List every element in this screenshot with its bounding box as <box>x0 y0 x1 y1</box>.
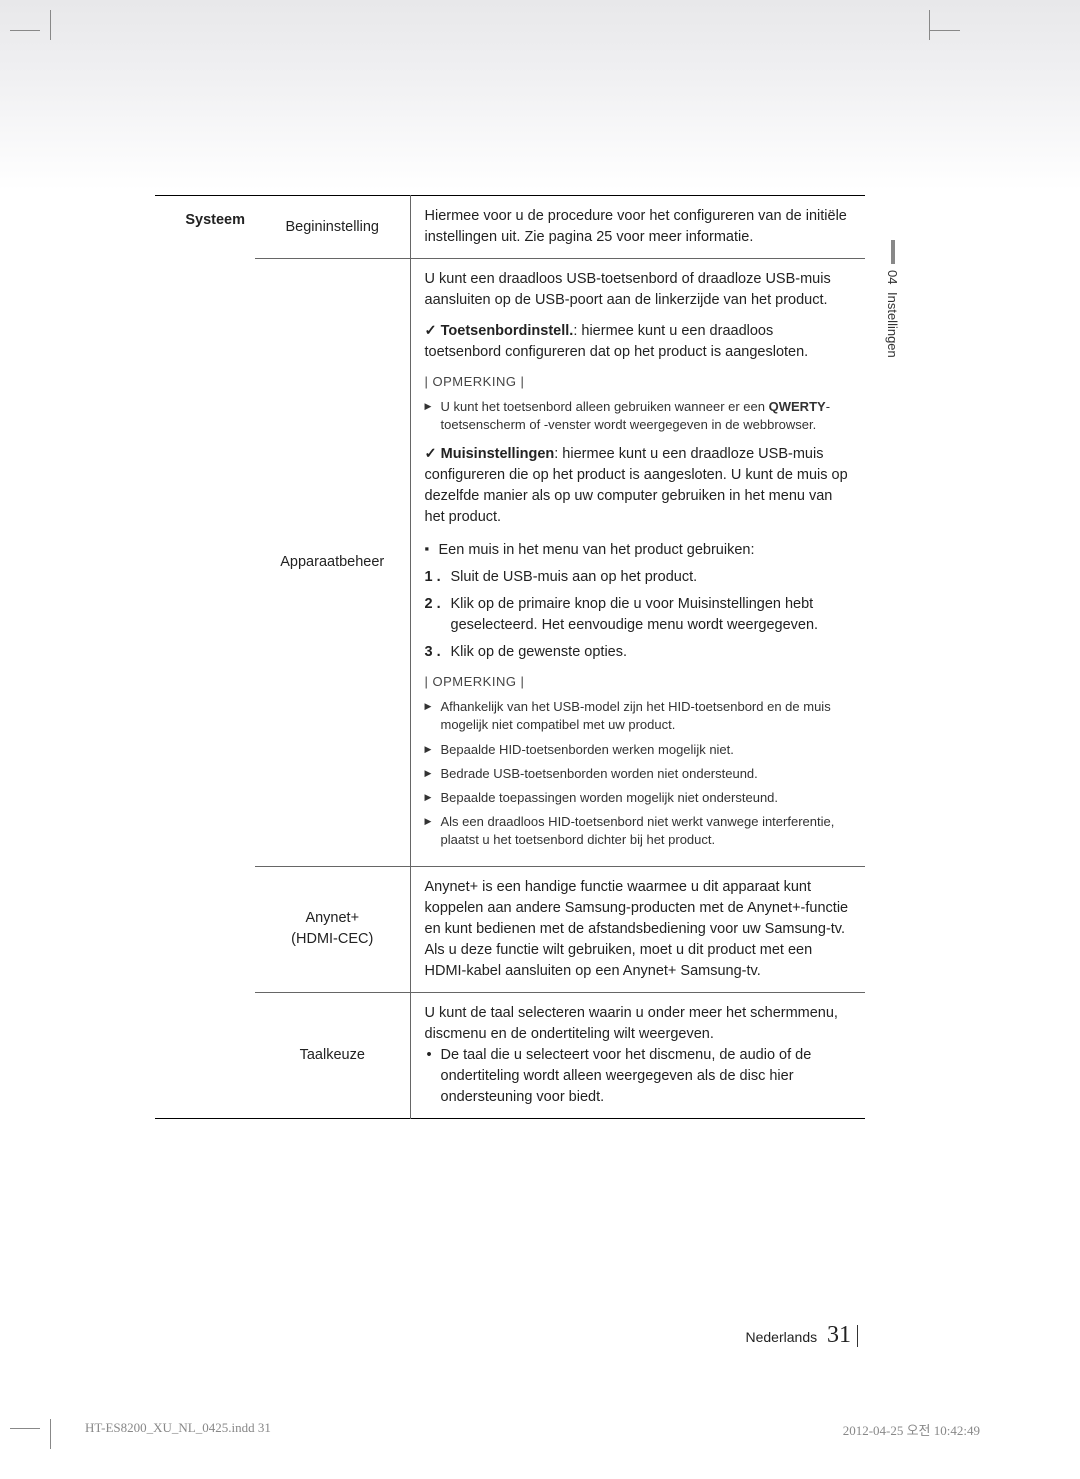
note-list: Afhankelijk van het USB-model zijn het H… <box>425 698 852 849</box>
setting-description: Hiermee voor u de procedure voor het con… <box>410 196 865 259</box>
sub-heading: Een muis in het menu van het product geb… <box>425 540 852 561</box>
table-row: Anynet+ (HDMI-CEC) Anynet+ is een handig… <box>155 866 865 992</box>
check-item: ✓Muisinstellingen: hiermee kunt u een dr… <box>425 444 852 528</box>
note-item: U kunt het toetsenbord alleen gebruiken … <box>425 398 852 434</box>
table-row: Apparaatbeheer U kunt een draadloos USB-… <box>155 259 865 867</box>
chapter-label: Instellingen <box>885 292 900 358</box>
table-row: Taalkeuze U kunt de taal selecteren waar… <box>155 992 865 1118</box>
side-tab: 04 Instellingen <box>885 240 900 358</box>
note-list: U kunt het toetsenbord alleen gebruiken … <box>425 398 852 434</box>
note-item: Als een draadloos HID-toetsenbord niet w… <box>425 813 852 849</box>
intro-text: U kunt een draadloos USB-toetsenbord of … <box>425 269 852 311</box>
note-item: Bepaalde HID-toetsenborden werken mogeli… <box>425 741 852 759</box>
step-item: 1 .Sluit de USB-muis aan op het product. <box>425 567 852 588</box>
category-label: Systeem <box>155 196 255 1119</box>
setting-label: Anynet+ (HDMI-CEC) <box>255 866 410 992</box>
crop-mark <box>20 20 70 70</box>
print-timestamp: 2012-04-25 오전 10:42:49 <box>843 1420 980 1439</box>
crop-mark <box>870 20 920 70</box>
check-label-bold: Muisinstellingen <box>441 446 555 462</box>
settings-table: Systeem Begininstelling Hiermee voor u d… <box>155 195 865 1119</box>
crop-mark <box>20 1389 70 1439</box>
numbered-list: 1 .Sluit de USB-muis aan op het product.… <box>425 567 852 663</box>
setting-label: Begininstelling <box>255 196 410 259</box>
note-heading: | OPMERKING | <box>425 373 852 392</box>
page-footer: Nederlands 31 <box>0 1322 1080 1349</box>
note-item: Bedrade USB-toetsenborden worden niet on… <box>425 765 852 783</box>
check-item: ✓Toetsenbordinstell.: hiermee kunt u een… <box>425 321 852 363</box>
step-item: 2 .Klik op de primaire knop die u voor M… <box>425 594 852 636</box>
setting-description: U kunt een draadloos USB-toetsenbord of … <box>410 259 865 867</box>
setting-description: Anynet+ is een handige functie waarmee u… <box>410 866 865 992</box>
setting-label: Taalkeuze <box>255 992 410 1118</box>
print-file: HT-ES8200_XU_NL_0425.indd 31 <box>85 1420 271 1439</box>
bullet-item: De taal die u selecteert voor het discme… <box>425 1045 852 1108</box>
setting-label: Apparaatbeheer <box>255 259 410 867</box>
step-item: 3 .Klik op de gewenste opties. <box>425 642 852 663</box>
table-row: Systeem Begininstelling Hiermee voor u d… <box>155 196 865 259</box>
print-metadata: HT-ES8200_XU_NL_0425.indd 31 2012-04-25 … <box>85 1420 980 1439</box>
footer-lang: Nederlands <box>746 1329 818 1345</box>
check-label-bold: Toetsenbordinstell. <box>441 323 574 339</box>
chapter-number: 04 <box>885 270 900 284</box>
note-item: Bepaalde toepassingen worden mogelijk ni… <box>425 789 852 807</box>
check-icon: ✓ <box>425 323 437 339</box>
check-icon: ✓ <box>425 446 437 462</box>
page-number: 31 <box>827 1322 851 1348</box>
note-heading: | OPMERKING | <box>425 673 852 692</box>
bullet-list: De taal die u selecteert voor het discme… <box>425 1045 852 1108</box>
content-area: Systeem Begininstelling Hiermee voor u d… <box>155 195 865 1119</box>
setting-description: U kunt de taal selecteren waarin u onder… <box>410 992 865 1118</box>
note-item: Afhankelijk van het USB-model zijn het H… <box>425 698 852 734</box>
